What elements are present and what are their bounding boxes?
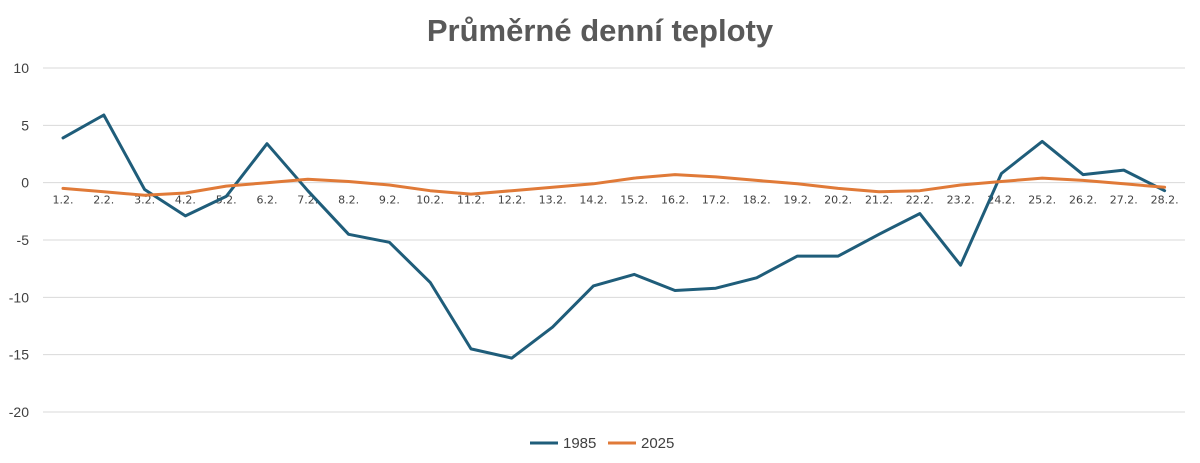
y-tick-label: 10 [13, 60, 29, 76]
x-axis-ticks: 1.2. 2.2. 3.2. 4.2. 5.2. 6.2. 7.2. 8.2. 9.2. 10.2… [53, 194, 1179, 207]
y-tick-label: 5 [21, 117, 29, 133]
x-tick-label: 20.2. [824, 194, 852, 207]
series-line-2025 [61, 173, 1167, 197]
x-tick-label: 27.2. [1110, 194, 1138, 207]
x-tick-label: 1.2. [53, 194, 74, 207]
x-tick-label: 13.2. [539, 194, 567, 207]
x-tick-label: 17.2. [702, 194, 730, 207]
y-tick-label: -5 [17, 232, 30, 248]
x-tick-label: 16.2. [661, 194, 689, 207]
x-tick-label: 18.2. [743, 194, 771, 207]
x-tick-label: 19.2. [783, 194, 811, 207]
y-tick-label: -20 [9, 404, 29, 420]
x-tick-label: 10.2. [416, 194, 444, 207]
x-tick-label: 9.2. [379, 194, 400, 207]
x-tick-label: 24.2. [987, 194, 1015, 207]
x-tick-label: 6.2. [257, 194, 278, 207]
y-tick-label: -15 [9, 347, 29, 363]
legend-label-1985: 1985 [563, 435, 596, 452]
y-tick-label: 0 [21, 175, 29, 191]
y-axis-ticks: 10 5 0 -5 -10 -15 -20 [9, 60, 29, 420]
x-tick-label: 3.2. [134, 194, 155, 207]
x-tick-label: 8.2. [338, 194, 359, 207]
x-tick-label: 22.2. [906, 194, 934, 207]
x-tick-label: 25.2. [1028, 194, 1056, 207]
x-tick-label: 2.2. [93, 194, 114, 207]
series-line-1985 [61, 113, 1167, 360]
x-tick-label: 28.2. [1151, 194, 1179, 207]
chart-title: Průměrné denní teploty [427, 13, 774, 48]
x-tick-label: 23.2. [947, 194, 975, 207]
x-tick-label: 14.2. [579, 194, 607, 207]
y-tick-label: -10 [9, 289, 29, 305]
series-lines [61, 113, 1167, 360]
x-tick-label: 5.2. [216, 194, 237, 207]
x-tick-label: 4.2. [175, 194, 196, 207]
x-tick-label: 11.2. [457, 194, 485, 207]
x-tick-label: 15.2. [620, 194, 648, 207]
legend: 1985 2025 [530, 435, 674, 452]
gridlines [43, 67, 1185, 413]
x-tick-label: 12.2. [498, 194, 526, 207]
x-tick-label: 21.2. [865, 194, 893, 207]
x-tick-label: 26.2. [1069, 194, 1097, 207]
legend-label-2025: 2025 [641, 435, 674, 452]
